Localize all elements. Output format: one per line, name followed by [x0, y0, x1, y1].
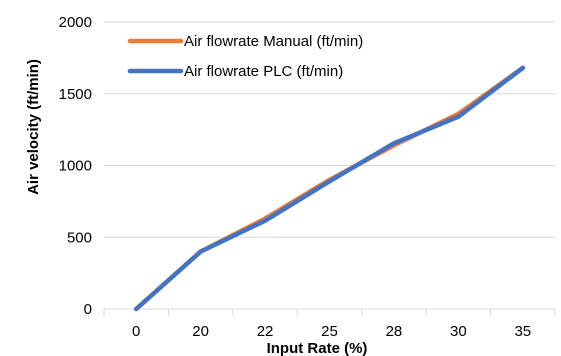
x-tick-label: 22: [257, 323, 274, 340]
x-tick-label: 35: [514, 323, 531, 340]
x-tick-label: 28: [386, 323, 403, 340]
legend-label-2: Air flowrate PLC (ft/min): [184, 63, 343, 80]
y-tick-label: 1500: [59, 86, 92, 103]
x-tick-label: 20: [192, 323, 209, 340]
y-axis-ticks: 0 500 1000 1500 2000: [59, 14, 92, 318]
x-axis-ticks: 0 20 22 25 28 30 35: [103, 309, 556, 340]
x-tick-label: 30: [450, 323, 467, 340]
x-tick-label: 0: [132, 323, 140, 340]
legend: Air flowrate Manual (ft/min) Air flowrate…: [127, 33, 363, 80]
y-tick-label: 500: [67, 229, 92, 246]
x-axis-title: Input Rate (%): [267, 340, 368, 356]
legend-label-1: Air flowrate Manual (ft/min): [184, 33, 363, 50]
y-axis-title: Air velocity (ft/min): [25, 59, 42, 195]
gridlines: [104, 21, 555, 310]
x-tick-label: 25: [321, 323, 338, 340]
y-tick-label: 0: [84, 301, 92, 318]
series-lines: [133, 65, 526, 312]
y-tick-label: 1000: [59, 158, 92, 175]
y-tick-label: 2000: [59, 14, 92, 31]
